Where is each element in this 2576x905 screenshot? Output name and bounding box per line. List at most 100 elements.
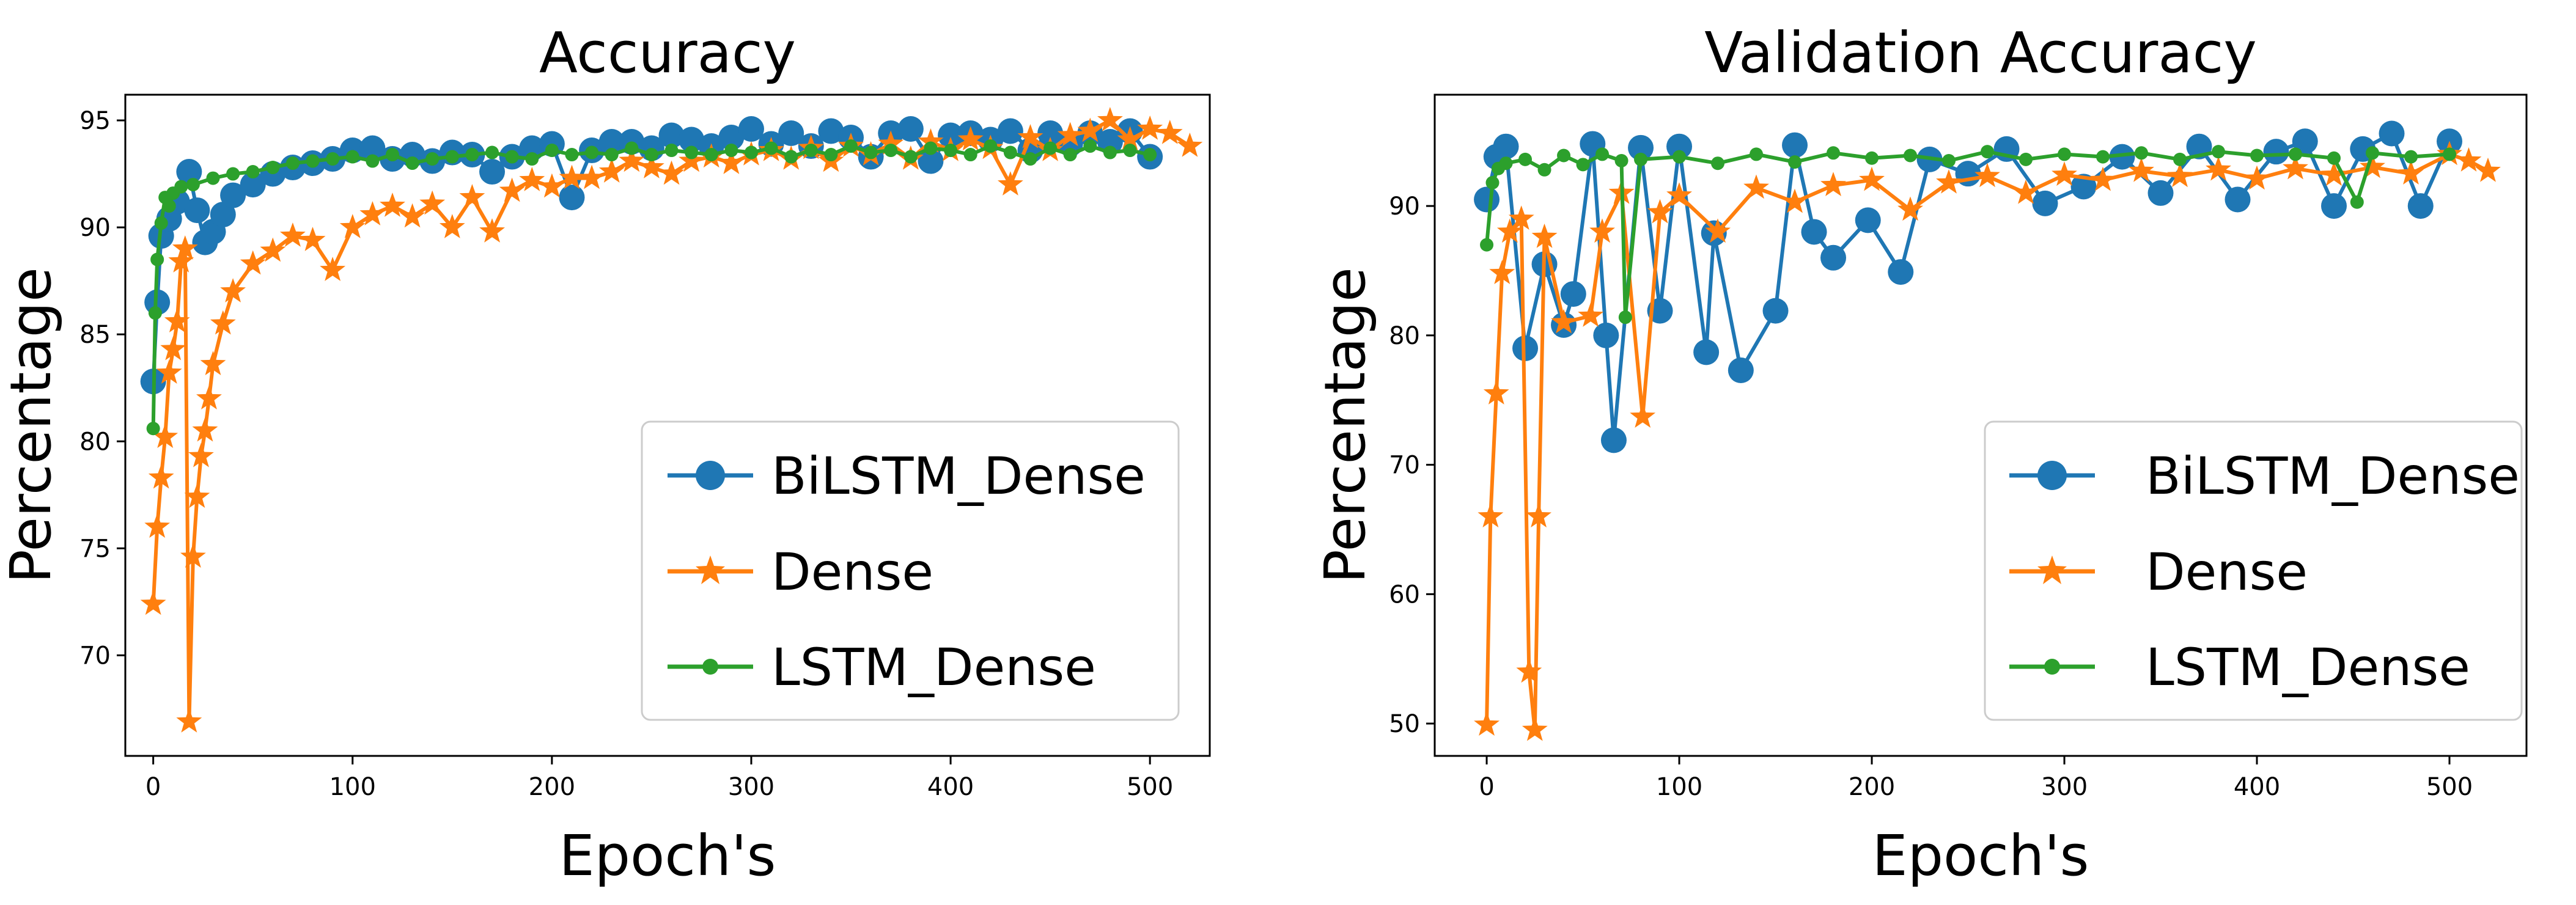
accuracy-point-dense xyxy=(559,164,585,189)
accuracy-point-dense xyxy=(192,417,218,442)
accuracy-point-bilstm-dense xyxy=(220,182,246,208)
validation-accuracy-point-lstm-dense xyxy=(1557,148,1571,163)
accuracy-point-dense xyxy=(499,177,525,202)
validation-accuracy-point-dense xyxy=(2090,166,2116,191)
validation-accuracy-point-bilstm-dense xyxy=(1782,132,1808,158)
accuracy-point-lstm-dense xyxy=(844,139,858,153)
accuracy-point-dense xyxy=(1017,124,1043,148)
validation-accuracy-point-dense xyxy=(1578,302,1604,327)
accuracy-point-lstm-dense xyxy=(1123,144,1137,158)
validation-accuracy-point-bilstm-dense xyxy=(2379,120,2405,147)
validation-accuracy-point-lstm-dense xyxy=(1595,147,1610,161)
accuracy-point-dense xyxy=(148,464,174,489)
accuracy-point-lstm-dense xyxy=(285,156,300,170)
validation-accuracy-point-dense xyxy=(2206,156,2231,181)
accuracy-point-lstm-dense xyxy=(744,145,758,159)
validation-accuracy-ytick-label: 60 xyxy=(1389,581,1420,609)
validation-accuracy-point-lstm-dense xyxy=(1750,147,1764,161)
accuracy-point-dense xyxy=(240,250,266,275)
validation-accuracy-legend-frame xyxy=(1984,420,2523,721)
validation-accuracy-point-dense xyxy=(1743,174,1769,199)
accuracy-point-lstm-dense xyxy=(704,148,718,162)
accuracy-point-lstm-dense xyxy=(465,148,479,162)
validation-accuracy-point-dense xyxy=(2167,163,2193,188)
accuracy-point-dense xyxy=(176,708,202,733)
validation-accuracy-point-dense xyxy=(1647,199,1673,224)
accuracy-point-dense xyxy=(619,147,645,172)
validation-accuracy-legend-item-lstm: LSTM_Dense xyxy=(2009,637,2470,697)
validation-accuracy-point-bilstm-dense xyxy=(2032,190,2058,216)
validation-accuracy-point-bilstm-dense xyxy=(1728,357,1754,384)
validation-accuracy-title: Validation Accuracy xyxy=(1704,20,2257,86)
accuracy-point-lstm-dense xyxy=(206,171,220,185)
validation-accuracy-legend-item-bilstm: BiLSTM_Dense xyxy=(2009,446,2520,506)
accuracy-point-dense xyxy=(1057,122,1083,147)
accuracy-ytick-label: 80 xyxy=(79,428,111,456)
validation-accuracy-point-lstm-dense xyxy=(2135,146,2149,160)
accuracy-point-dense xyxy=(479,218,505,243)
validation-accuracy-legend-item-dense: Dense xyxy=(2009,542,2308,602)
accuracy-point-lstm-dense xyxy=(425,152,440,166)
accuracy-point-lstm-dense xyxy=(505,150,519,164)
accuracy-point-lstm-dense xyxy=(345,150,359,164)
accuracy-point-lstm-dense xyxy=(545,144,559,158)
accuracy-legend-item-dense: Dense xyxy=(668,542,933,602)
validation-accuracy-point-lstm-dense xyxy=(2404,150,2418,164)
validation-accuracy-point-bilstm-dense xyxy=(1855,207,1881,233)
accuracy-point-lstm-dense xyxy=(174,180,188,194)
accuracy-point-dense xyxy=(639,154,664,178)
validation-accuracy-point-dense xyxy=(2013,179,2039,204)
accuracy-point-dense xyxy=(280,222,306,247)
accuracy-point-lstm-dense xyxy=(944,144,958,158)
validation-accuracy-point-bilstm-dense xyxy=(1600,427,1627,453)
accuracy-legend: BiLSTM_Dense Dense LSTM_Dense xyxy=(641,420,1180,721)
validation-accuracy-point-bilstm-dense xyxy=(1888,259,1914,285)
accuracy-point-bilstm-dense xyxy=(240,172,266,198)
validation-accuracy-point-dense xyxy=(2129,157,2154,182)
accuracy-point-lstm-dense xyxy=(405,156,419,170)
validation-accuracy-ticks: 0 100 200 300 400 500 50 60 70 80 90 xyxy=(1389,192,2473,801)
validation-accuracy-point-lstm-dense xyxy=(2173,152,2187,166)
accuracy-point-lstm-dense xyxy=(984,139,998,153)
accuracy-ylabel: Percentage xyxy=(0,267,64,584)
validation-accuracy-point-lstm-dense xyxy=(1614,153,1628,167)
validation-accuracy-point-lstm-dense xyxy=(1788,155,1802,169)
validation-accuracy-point-dense xyxy=(1936,169,1962,194)
validation-accuracy-series-lstm-dense xyxy=(1480,145,2457,324)
accuracy-panel: Accuracy 0 100 200 300 400 500 70 75 80 85 90 95 Ep… xyxy=(0,20,1211,889)
validation-accuracy-xtick-label: 200 xyxy=(1849,773,1895,801)
accuracy-point-bilstm-dense xyxy=(176,159,202,185)
validation-accuracy-point-bilstm-dense xyxy=(2225,186,2251,213)
accuracy-point-bilstm-dense xyxy=(210,202,236,228)
validation-accuracy-point-dense xyxy=(1496,218,1523,243)
accuracy-point-lstm-dense xyxy=(903,150,918,164)
accuracy-point-dense xyxy=(168,248,194,273)
accuracy-point-dense xyxy=(140,590,166,615)
accuracy-point-lstm-dense xyxy=(1143,148,1157,162)
accuracy-point-dense xyxy=(459,184,485,208)
accuracy-ytick-label: 75 xyxy=(79,535,111,563)
accuracy-point-bilstm-dense xyxy=(938,122,964,148)
accuracy-point-lstm-dense xyxy=(644,148,658,162)
accuracy-point-dense xyxy=(320,257,346,281)
accuracy-point-dense xyxy=(399,203,425,228)
accuracy-point-dense xyxy=(220,278,246,302)
accuracy-point-lstm-dense xyxy=(664,144,679,158)
validation-accuracy-point-lstm-dense xyxy=(2250,148,2264,163)
accuracy-xtick-label: 500 xyxy=(1127,773,1173,801)
accuracy-point-lstm-dense xyxy=(1103,145,1117,159)
validation-accuracy-point-lstm-dense xyxy=(1981,145,1995,159)
accuracy-point-dense xyxy=(196,385,222,409)
validation-accuracy-point-bilstm-dense xyxy=(2147,180,2174,206)
accuracy-point-dense xyxy=(1117,126,1143,151)
validation-accuracy-point-dense xyxy=(1483,380,1509,405)
accuracy-point-bilstm-dense xyxy=(559,185,585,211)
validation-accuracy-legend: BiLSTM_Dense Dense LSTM_Dense xyxy=(1984,420,2523,721)
validation-accuracy-point-dense xyxy=(1531,223,1558,248)
validation-accuracy-point-dense xyxy=(1478,503,1504,528)
validation-accuracy-point-lstm-dense xyxy=(2212,145,2226,159)
validation-accuracy-point-lstm-dense xyxy=(2350,195,2364,209)
validation-accuracy-ytick-label: 70 xyxy=(1389,452,1420,480)
validation-accuracy-point-bilstm-dense xyxy=(2407,193,2434,219)
validation-accuracy-point-dense xyxy=(1630,403,1656,428)
